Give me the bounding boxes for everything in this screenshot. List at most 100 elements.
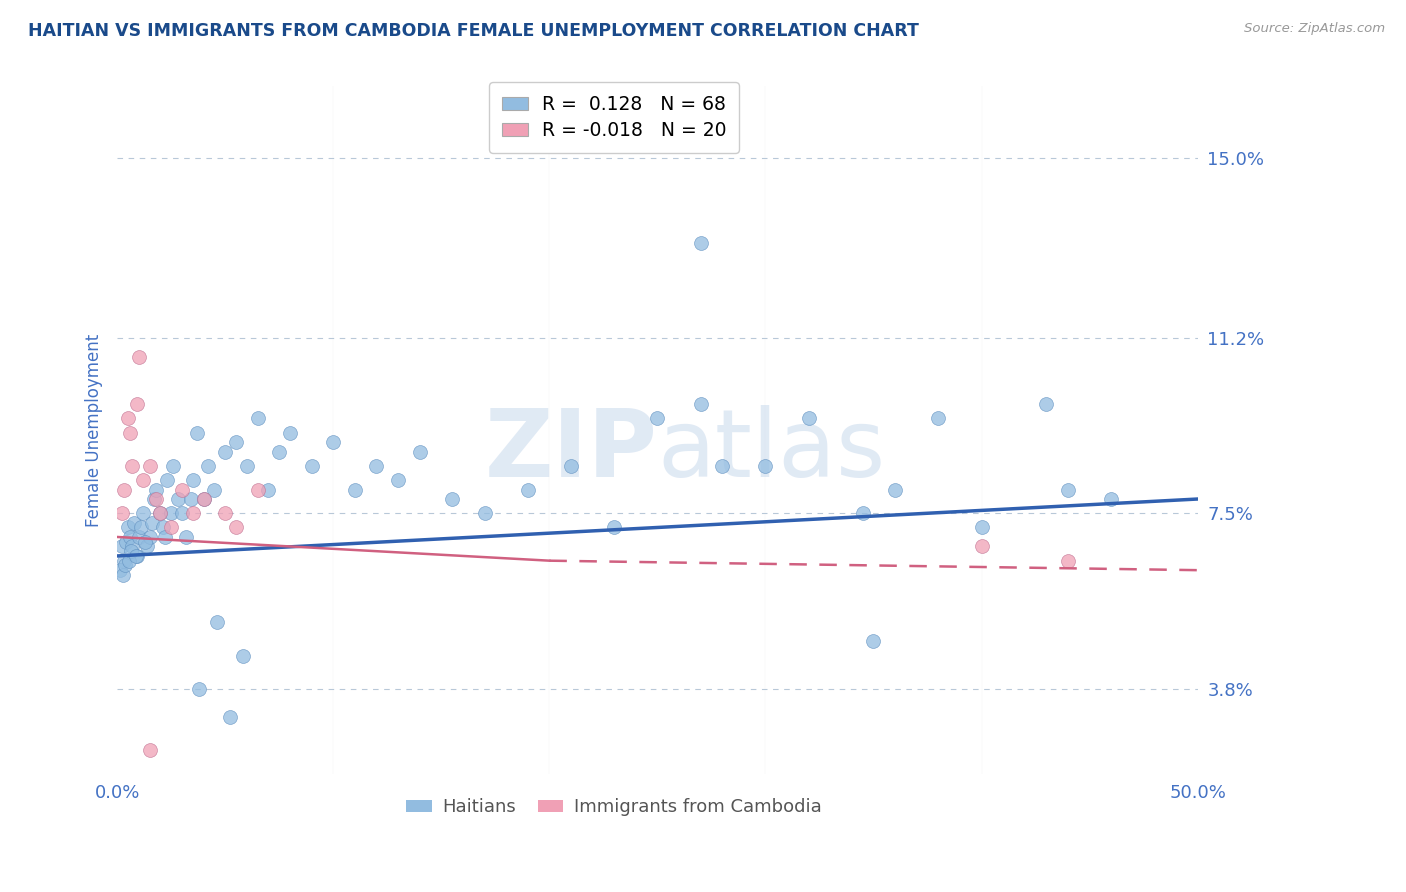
Point (218, 710, 240, 724)
Point (246, 411, 269, 425)
Point (186, 425, 208, 440)
Point (128, 350, 150, 364)
Point (120, 425, 142, 440)
Point (387, 473, 409, 487)
Point (689, 397, 711, 411)
Point (114, 534, 136, 549)
Point (474, 506, 496, 520)
Point (970, 540, 993, 554)
Point (970, 520, 993, 534)
Point (166, 491, 188, 506)
Point (134, 534, 156, 549)
Point (117, 411, 139, 425)
Point (129, 520, 152, 534)
Point (120, 544, 142, 558)
Point (142, 491, 165, 506)
Point (204, 483, 226, 497)
Point (121, 458, 143, 473)
Text: Source: ZipAtlas.com: Source: ZipAtlas.com (1244, 22, 1385, 36)
Point (1035, 397, 1057, 411)
Point (112, 483, 135, 497)
Point (754, 458, 776, 473)
Point (852, 506, 875, 520)
Point (647, 411, 669, 425)
Point (118, 554, 141, 568)
Point (160, 506, 183, 520)
Point (138, 458, 160, 473)
Text: HAITIAN VS IMMIGRANTS FROM CAMBODIA FEMALE UNEMPLOYMENT CORRELATION CHART: HAITIAN VS IMMIGRANTS FROM CAMBODIA FEMA… (28, 22, 920, 40)
Point (1099, 491, 1122, 506)
Point (160, 520, 183, 534)
Point (193, 491, 215, 506)
Text: ZIP: ZIP (485, 405, 658, 497)
Point (1057, 554, 1080, 568)
Point (145, 491, 167, 506)
Point (236, 458, 259, 473)
Point (927, 411, 949, 425)
Point (197, 458, 219, 473)
Point (689, 235, 711, 250)
Point (153, 530, 176, 544)
Y-axis label: Female Unemployment: Female Unemployment (86, 334, 103, 527)
Point (125, 549, 148, 563)
Point (322, 435, 344, 450)
Point (205, 615, 228, 630)
Point (193, 491, 215, 506)
Point (138, 530, 160, 544)
Point (120, 530, 142, 544)
Point (214, 444, 236, 458)
Point (149, 506, 172, 520)
Point (225, 520, 247, 534)
Point (409, 444, 432, 458)
Point (152, 520, 174, 534)
Point (132, 473, 155, 487)
Point (301, 458, 323, 473)
Point (366, 458, 388, 473)
Point (132, 506, 155, 520)
Legend: Haitians, Immigrants from Cambodia: Haitians, Immigrants from Cambodia (399, 791, 830, 823)
Point (112, 554, 135, 568)
Point (181, 506, 204, 520)
Point (214, 506, 236, 520)
Point (441, 491, 464, 506)
Point (111, 568, 134, 582)
Point (1057, 483, 1080, 497)
Point (181, 473, 204, 487)
Point (114, 558, 136, 573)
Point (121, 540, 143, 554)
Point (141, 516, 163, 530)
Point (128, 530, 150, 544)
Point (797, 411, 820, 425)
Point (269, 444, 291, 458)
Point (125, 397, 148, 411)
Point (884, 483, 907, 497)
Point (225, 435, 247, 450)
Point (231, 648, 253, 663)
Point (110, 506, 132, 520)
Point (862, 634, 884, 648)
Point (124, 549, 146, 563)
Point (711, 458, 734, 473)
Point (110, 563, 132, 577)
Point (170, 483, 193, 497)
Point (603, 520, 626, 534)
Point (136, 540, 159, 554)
Point (138, 743, 160, 757)
Point (560, 458, 582, 473)
Point (343, 483, 366, 497)
Point (246, 483, 269, 497)
Point (124, 516, 146, 530)
Point (188, 681, 211, 696)
Point (149, 506, 172, 520)
Point (156, 473, 179, 487)
Point (145, 483, 167, 497)
Point (117, 520, 139, 534)
Point (278, 425, 301, 440)
Point (516, 483, 538, 497)
Point (176, 530, 198, 544)
Point (162, 458, 184, 473)
Text: atlas: atlas (658, 405, 886, 497)
Point (257, 483, 280, 497)
Point (180, 491, 202, 506)
Point (170, 506, 193, 520)
